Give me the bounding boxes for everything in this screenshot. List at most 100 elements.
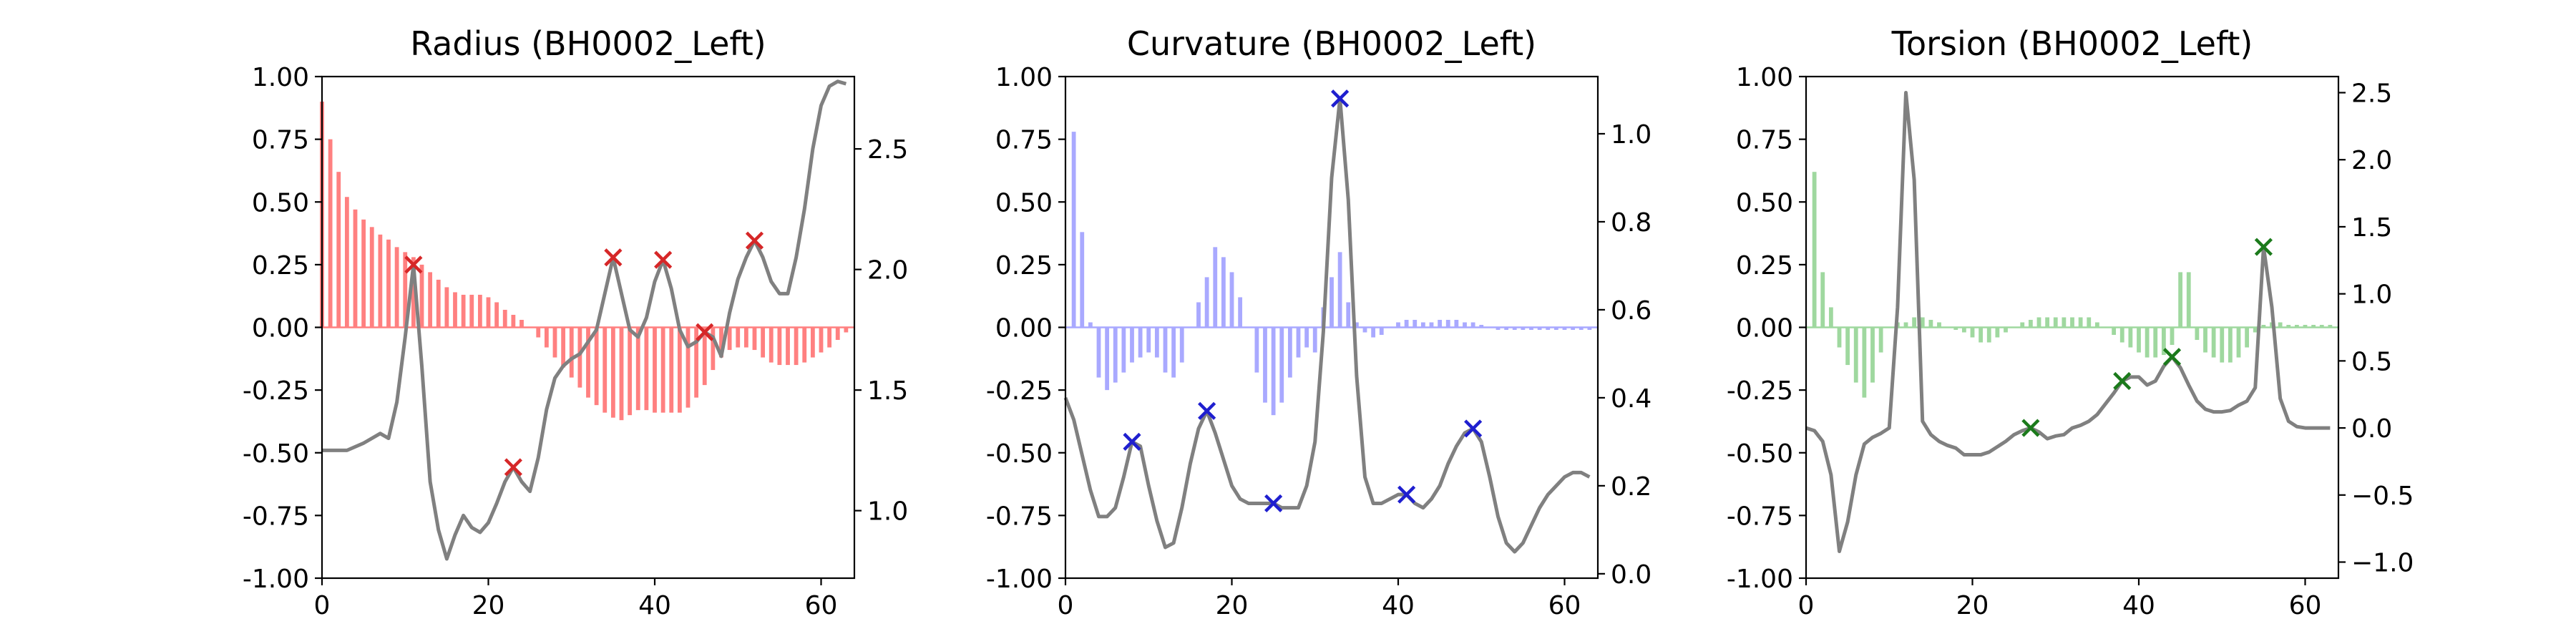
curvature-panel-bar: [1121, 327, 1126, 373]
curvature-panel-bar: [1154, 327, 1159, 358]
torsion-panel-xtick-label: 0: [1798, 591, 1815, 620]
torsion-panel-bar: [1853, 327, 1858, 383]
radius-panel-bar: [536, 327, 541, 338]
curvature-panel-bar: [1504, 327, 1509, 330]
radius-panel-left-ytick-label: 0.75: [252, 126, 309, 155]
torsion-panel-left-ytick-label: -0.50: [1727, 439, 1793, 469]
curvature-panel-peak-marker: [1397, 485, 1416, 504]
torsion-panel-bar: [2195, 327, 2200, 341]
curvature-panel-bar: [1238, 297, 1243, 328]
radius-panel-xtick-label: 60: [805, 591, 838, 620]
torsion-panel-left-ytick-label: 1.00: [1736, 63, 1793, 92]
curvature-panel-bar: [1229, 272, 1234, 328]
radius-panel-bar: [736, 327, 741, 348]
radius-panel-bar: [802, 327, 807, 363]
radius-panel-peak-marker: [504, 458, 522, 477]
radius-panel-bar: [444, 287, 449, 328]
radius-panel-bar: [810, 327, 815, 358]
curvature-panel-right-ytick-label: 0.8: [1611, 208, 1652, 238]
curvature-panel-left-ytick-label: 0.00: [995, 314, 1053, 343]
radius-panel-bar: [486, 297, 491, 328]
curvature-panel-bar: [1279, 327, 1284, 403]
torsion-panel-bar: [2137, 327, 2141, 353]
radius-panel-left-ytick-label: 0.25: [252, 251, 309, 280]
torsion-panel-bar: [1928, 319, 1933, 328]
torsion-panel-left-ytick-label: -0.75: [1727, 502, 1793, 531]
torsion-panel-bar: [1961, 327, 1966, 333]
radius-panel-bar: [752, 327, 757, 351]
curvature-panel-bar: [1470, 322, 1475, 328]
curvature-panel-right-ytick-label: 0.0: [1611, 560, 1652, 590]
curvature-panel-peak-marker: [1331, 89, 1350, 108]
curvature-panel-bar: [1521, 327, 1526, 330]
torsion-panel-bar: [2303, 325, 2308, 328]
torsion-panel-bar: [1970, 327, 1975, 338]
radius-panel-series-line: [322, 79, 847, 561]
torsion-panel-bar: [2211, 327, 2216, 358]
torsion-panel-bar: [1812, 172, 1817, 328]
radius-panel-bar: [436, 279, 441, 328]
torsion-panel-left-ytick-label: -1.00: [1727, 565, 1793, 594]
torsion-panel-bar: [2078, 317, 2083, 328]
radius-panel-bar: [336, 172, 341, 328]
curvature-panel-bar: [1071, 132, 1076, 328]
torsion-panel-bar: [1912, 317, 1917, 328]
radius-panel-bar: [835, 327, 840, 341]
radius-panel-bar: [794, 327, 799, 366]
curvature-panel-bar: [1196, 302, 1201, 328]
radius-panel-bar: [786, 327, 790, 366]
curvature-panel-bar: [1138, 327, 1143, 358]
torsion-panel-bar: [2128, 327, 2133, 348]
curvature-panel-bar: [1438, 319, 1443, 328]
torsion-panel-bar: [2245, 327, 2250, 348]
torsion-panel-bar: [1937, 322, 1941, 328]
curvature-panel-bar: [1146, 327, 1151, 353]
curvature-panel-bar: [1296, 327, 1301, 358]
torsion-panel-bar: [2170, 327, 2175, 346]
curvature-panel-xtick-label: 60: [1548, 591, 1581, 620]
radius-panel-bar: [844, 327, 849, 333]
radius-panel-bar: [544, 327, 549, 348]
torsion-panel-right-ytick-label: 2.0: [2351, 146, 2392, 175]
radius-panel-bar: [328, 139, 333, 328]
curvature-panel-bar: [1287, 327, 1292, 378]
radius-panel-bar: [494, 302, 499, 328]
radius-panel-peak-marker: [696, 323, 714, 341]
torsion-panel-bar: [1820, 272, 1825, 328]
radius-panel-bar: [727, 327, 732, 351]
torsion-panel-bar: [2036, 317, 2041, 328]
radius-panel-bar: [386, 239, 391, 328]
radius-panel-bar: [743, 327, 748, 348]
torsion-panel-bar: [1979, 327, 1984, 343]
torsion-panel-bar: [2028, 319, 2033, 328]
radius-panel-right-ytick-label: 1.0: [867, 497, 908, 527]
torsion-panel-bar: [1920, 317, 1925, 328]
radius-panel-left-ytick-label: -0.75: [243, 502, 309, 531]
radius-panel-left-ytick-label: 1.00: [252, 63, 309, 92]
radius-panel-left-ytick-label: -0.25: [243, 376, 309, 406]
torsion-panel-left-ytick-label: 0.75: [1736, 126, 1793, 155]
radius-panel-bar: [610, 327, 615, 418]
radius-panel-bar: [428, 272, 433, 328]
radius-panel-peak-marker: [745, 231, 764, 250]
curvature-panel-bar: [1420, 322, 1425, 328]
curvature-panel-bar: [1396, 322, 1400, 328]
torsion-panel-left-ytick-label: 0.50: [1736, 188, 1793, 218]
curvature-panel-bar: [1312, 327, 1317, 353]
torsion-panel-bar: [1878, 327, 1883, 353]
radius-panel-xtick-label: 20: [472, 591, 505, 620]
curvature-panel-right-ytick-label: 1.0: [1611, 120, 1652, 150]
radius-panel-bar: [719, 327, 723, 358]
curvature-panel-bar: [1113, 327, 1118, 383]
torsion-panel-bar: [2261, 325, 2266, 328]
curvature-panel-bar: [1204, 277, 1209, 328]
radius-panel-bar: [619, 327, 624, 421]
curvature-panel-bar: [1454, 319, 1459, 328]
radius-panel-bar: [561, 327, 566, 368]
curvature-panel-bar: [1512, 327, 1517, 330]
curvature-panel-bar: [1179, 327, 1184, 363]
torsion-panel-right-ytick-label: 1.0: [2351, 280, 2392, 310]
torsion-panel-right-ytick-label: 1.5: [2351, 213, 2392, 243]
radius-panel-bar: [353, 209, 358, 328]
